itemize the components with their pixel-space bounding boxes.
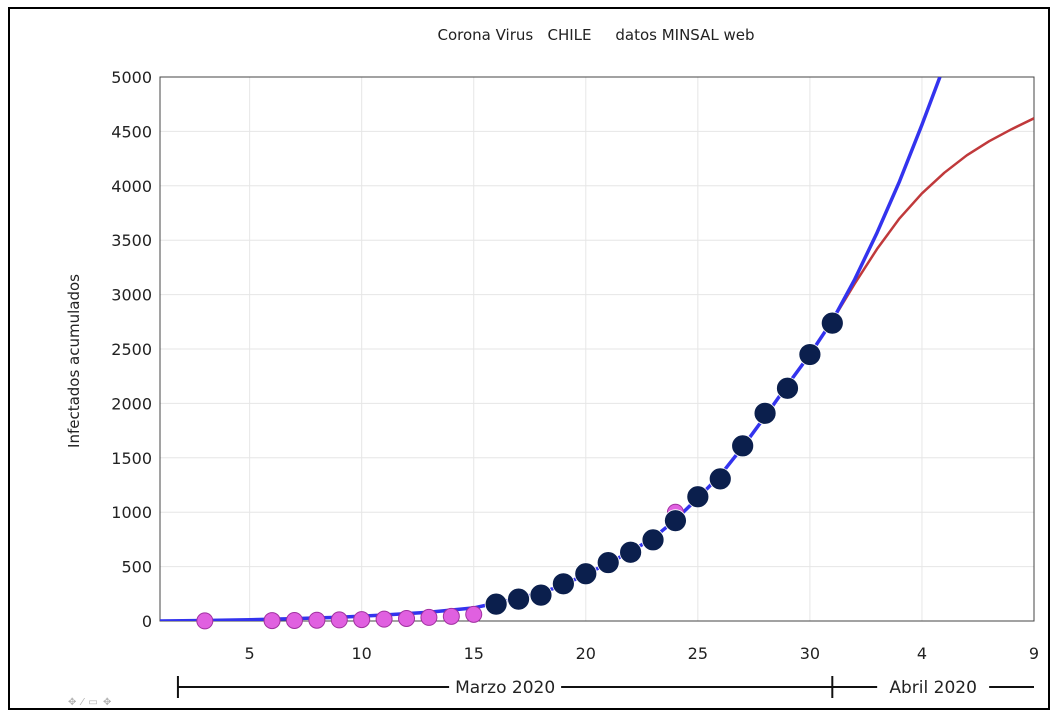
data-point <box>196 612 214 630</box>
x-tick-label: 30 <box>800 644 820 663</box>
data-point <box>686 485 710 509</box>
y-tick-label: 2000 <box>111 394 152 413</box>
data-point <box>330 611 348 629</box>
toolbar-icons[interactable]: ✥ ⁄ ▭ ✥ <box>68 697 113 708</box>
data-point <box>507 587 530 611</box>
y-tick-label: 1000 <box>111 503 152 522</box>
x-tick-label: 20 <box>576 644 596 663</box>
y-tick-label: 3000 <box>111 286 152 305</box>
chart-title: Corona Virus CHILE datos MINSAL web <box>437 26 754 44</box>
y-tick-label: 2500 <box>111 340 152 359</box>
data-point <box>664 509 687 533</box>
x-tick-label: 9 <box>1029 644 1039 663</box>
data-point <box>574 562 598 586</box>
data-point <box>776 376 799 400</box>
data-point <box>484 592 508 616</box>
period-label: Abril 2020 <box>889 678 977 698</box>
y-tick-label: 3500 <box>111 231 152 250</box>
data-point <box>551 572 575 596</box>
chart-frame: 0 500 1000 1500 2000 2500 3000 3500 4000 4500 5000… <box>8 7 1050 710</box>
data-point <box>798 343 822 366</box>
x-tick-label: 10 <box>352 644 372 663</box>
data-point <box>641 528 665 552</box>
data-point <box>619 540 643 564</box>
data-point <box>529 583 553 607</box>
data-point <box>263 612 281 630</box>
data-point <box>753 401 777 425</box>
data-point <box>285 611 303 629</box>
y-tick-label: 4500 <box>111 122 152 141</box>
data-point <box>420 608 438 626</box>
period-label: Marzo 2020 <box>455 678 555 698</box>
data-point <box>708 467 732 491</box>
x-tick-label: 25 <box>688 644 708 663</box>
data-point <box>353 611 371 629</box>
data-point <box>398 609 416 627</box>
x-tick-label: 15 <box>464 644 484 663</box>
y-tick-label: 5000 <box>111 68 152 87</box>
data-point <box>731 434 755 458</box>
y-tick-label: 500 <box>121 558 152 577</box>
data-point <box>596 551 620 574</box>
data-point <box>820 311 844 335</box>
y-axis-label: Infectados acumulados <box>65 274 83 448</box>
y-tick-label: 0 <box>142 612 152 631</box>
chart: 0 500 1000 1500 2000 2500 3000 3500 4000 4500 5000… <box>65 26 1039 698</box>
y-tick-label: 1500 <box>111 449 152 468</box>
plot-border <box>159 76 1035 622</box>
data-point <box>442 607 460 625</box>
x-tick-label: 4 <box>917 644 927 663</box>
data-point <box>308 611 326 629</box>
data-point <box>465 605 483 623</box>
x-tick-label: 5 <box>245 644 255 663</box>
y-tick-label: 4000 <box>111 177 152 196</box>
data-point <box>375 610 393 628</box>
